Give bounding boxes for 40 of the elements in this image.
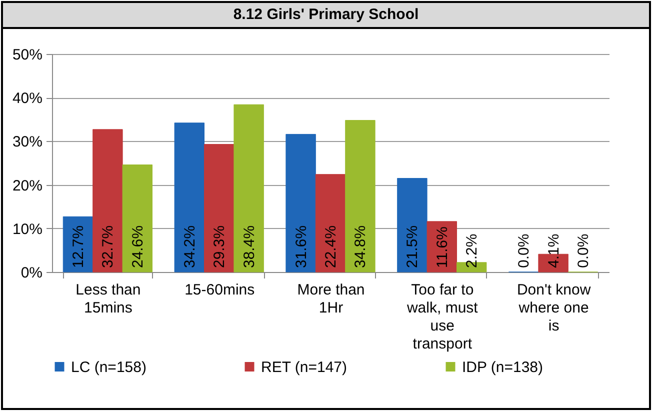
- data-label: 22.4%: [322, 225, 340, 268]
- bar: [345, 120, 376, 272]
- x-tick-label: 15-60mins: [184, 282, 255, 298]
- x-tick-label: More than 1Hr: [297, 282, 365, 316]
- data-label: 11.6%: [434, 226, 451, 268]
- bar: [122, 164, 153, 272]
- bar: [315, 174, 346, 272]
- bar: [397, 178, 428, 272]
- y-tick-label: 20%: [12, 177, 42, 194]
- y-tick-label: 10%: [12, 220, 42, 238]
- data-label: 12.7%: [70, 225, 87, 268]
- data-label: 4.1%: [545, 234, 562, 268]
- data-label: 0.0%: [575, 234, 592, 268]
- data-label: 31.6%: [292, 225, 310, 268]
- legend-label: IDP (n=138): [462, 358, 544, 376]
- bar: [204, 144, 234, 272]
- data-label: 24.6%: [129, 225, 146, 268]
- bar: [286, 134, 316, 272]
- legend-label: RET (n=147): [261, 358, 348, 376]
- data-label: 21.5%: [404, 225, 422, 268]
- chart-title: 8.12 Girls' Primary School: [3, 3, 649, 29]
- data-label: 34.2%: [181, 225, 198, 268]
- x-tick-label: Less than 15mins: [76, 282, 141, 316]
- data-label: 29.3%: [211, 225, 228, 268]
- bar: [92, 129, 123, 272]
- bar: [174, 122, 204, 272]
- y-tick-label: 40%: [12, 90, 42, 108]
- bar: [426, 221, 458, 272]
- data-label: 34.8%: [352, 225, 370, 268]
- y-tick-label: 50%: [12, 46, 42, 64]
- x-tick-label: Too far to walk, must use transport: [406, 282, 479, 352]
- y-tick-label: 0%: [20, 264, 42, 282]
- bar: [234, 104, 264, 272]
- x-tick-label: Don't know where one is: [516, 282, 591, 334]
- data-label: 0.0%: [516, 234, 533, 268]
- legend-label: LC (n=158): [71, 358, 146, 376]
- data-label: 2.2%: [464, 234, 481, 268]
- data-label: 38.4%: [240, 225, 258, 268]
- y-tick-label: 30%: [12, 134, 42, 151]
- data-label: 32.7%: [100, 225, 117, 268]
